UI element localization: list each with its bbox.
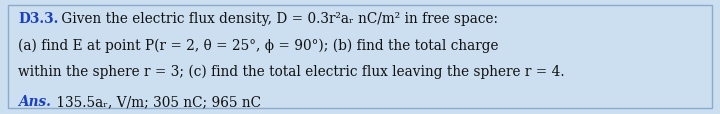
FancyBboxPatch shape — [8, 6, 712, 108]
Text: 135.5aᵣ, V/m; 305 nC; 965 nC: 135.5aᵣ, V/m; 305 nC; 965 nC — [52, 94, 261, 108]
Text: (a) find E at point P(r = 2, θ = 25°, ϕ = 90°); (b) find the total charge: (a) find E at point P(r = 2, θ = 25°, ϕ … — [18, 39, 498, 53]
Text: within the sphere r = 3; (c) find the total electric flux leaving the sphere r =: within the sphere r = 3; (c) find the to… — [18, 64, 564, 79]
Text: Given the electric flux density, D = 0.3r²aᵣ nC/m² in free space:: Given the electric flux density, D = 0.3… — [57, 12, 498, 26]
Text: Ans.: Ans. — [18, 94, 51, 108]
Text: D3.3.: D3.3. — [18, 12, 58, 26]
